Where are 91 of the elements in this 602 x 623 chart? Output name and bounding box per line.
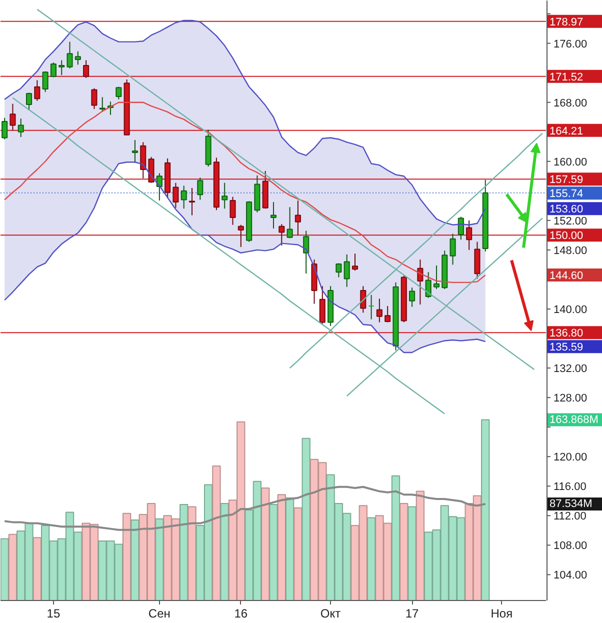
bar [408, 506, 416, 600]
line-series [4, 102, 486, 284]
y-tick-label: 144.60 [550, 270, 584, 282]
y-tick-label: 153.60 [550, 204, 584, 216]
candlestick [352, 253, 358, 272]
candlestick [417, 259, 424, 306]
bar [220, 502, 229, 600]
bar [391, 475, 400, 600]
candlestick [230, 196, 236, 226]
y-tick-label: 108.00 [554, 540, 588, 552]
candlestick [132, 139, 138, 164]
candlestick [425, 272, 432, 298]
line-series [4, 486, 486, 531]
y-tick-label: 148.00 [554, 244, 588, 257]
candlestick [34, 80, 40, 102]
candlestick [319, 286, 326, 324]
bar [130, 519, 140, 600]
y-tick-label: 132.00 [554, 363, 588, 376]
bar [285, 497, 294, 600]
bar [277, 494, 286, 600]
y-tick-label: 116.00 [554, 481, 586, 494]
bar [481, 419, 490, 600]
candlestick [99, 96, 106, 112]
candlestick [458, 216, 464, 240]
y-tick-label: 128.00 [554, 392, 588, 405]
x-tick-label: Сен [148, 606, 170, 620]
x-tick-label: 15 [46, 606, 60, 620]
y-tick-label: 160.00 [554, 156, 588, 168]
candlestick [222, 182, 228, 210]
candlestick [286, 206, 293, 239]
candlestick [368, 294, 374, 320]
y-tick-label: 104.00 [554, 570, 588, 582]
x-tick-label: Ноя [490, 606, 513, 620]
y-tick-label: 140.00 [554, 304, 588, 316]
ref-line-label: 150.00 [550, 230, 584, 242]
bar [188, 506, 196, 600]
bar [155, 518, 164, 600]
candlestick [188, 187, 196, 216]
bar [366, 517, 376, 600]
bar [294, 507, 302, 600]
ref-line-label: 136.80 [550, 328, 584, 340]
y2-tick-label: 87.534M [550, 498, 592, 510]
bar [261, 488, 270, 600]
bar [400, 502, 408, 600]
candlestick [42, 70, 48, 93]
bar [0, 538, 9, 600]
y-tick-label: 135.59 [550, 342, 584, 354]
bar [122, 512, 132, 600]
y-tick-label: 168.00 [554, 97, 588, 110]
candlestick [409, 287, 416, 308]
bar [302, 438, 310, 600]
candlestick [172, 182, 179, 208]
candlestick [344, 254, 350, 288]
y-tick-label: 120.00 [554, 452, 588, 464]
ref-line-label: 155.74 [550, 188, 584, 200]
ref-line-label: 171.52 [550, 71, 584, 84]
ref-line-label: 178.97 [550, 16, 584, 28]
bar [416, 490, 425, 600]
candlestick [450, 233, 456, 266]
candlestick [384, 306, 391, 323]
candlestick [270, 201, 277, 230]
candlestick [18, 118, 24, 138]
ref-line-label: 157.59 [550, 174, 584, 186]
candlestick [58, 60, 65, 76]
candlestick [50, 62, 56, 78]
bar [269, 504, 278, 600]
candlestick [303, 230, 310, 274]
candlestick [26, 92, 32, 111]
candlestick [433, 264, 440, 290]
candlestick [156, 172, 162, 201]
candlestick [2, 117, 8, 140]
y-tick-label: 152.00 [554, 215, 588, 228]
candlestick [116, 86, 122, 100]
candlestick [66, 41, 73, 69]
y-tick-label: 176.00 [554, 38, 588, 50]
candlestick [91, 88, 98, 110]
x-tick-label: 17 [405, 606, 420, 620]
x-tick-label: 16 [234, 606, 248, 620]
bar [180, 504, 188, 600]
candlestick [180, 185, 187, 210]
bar [8, 534, 18, 600]
y-tick-label: 112.00 [554, 510, 586, 523]
x-tick-label: Окт [320, 606, 342, 620]
bar [212, 465, 221, 600]
candlestick [336, 262, 342, 278]
candlestick [74, 50, 81, 66]
bar [32, 537, 42, 600]
candlestick [197, 177, 204, 200]
ref-line-label: 164.21 [550, 125, 584, 138]
y2-tick-label: 163.868M [550, 414, 598, 426]
candlestick [376, 298, 382, 323]
